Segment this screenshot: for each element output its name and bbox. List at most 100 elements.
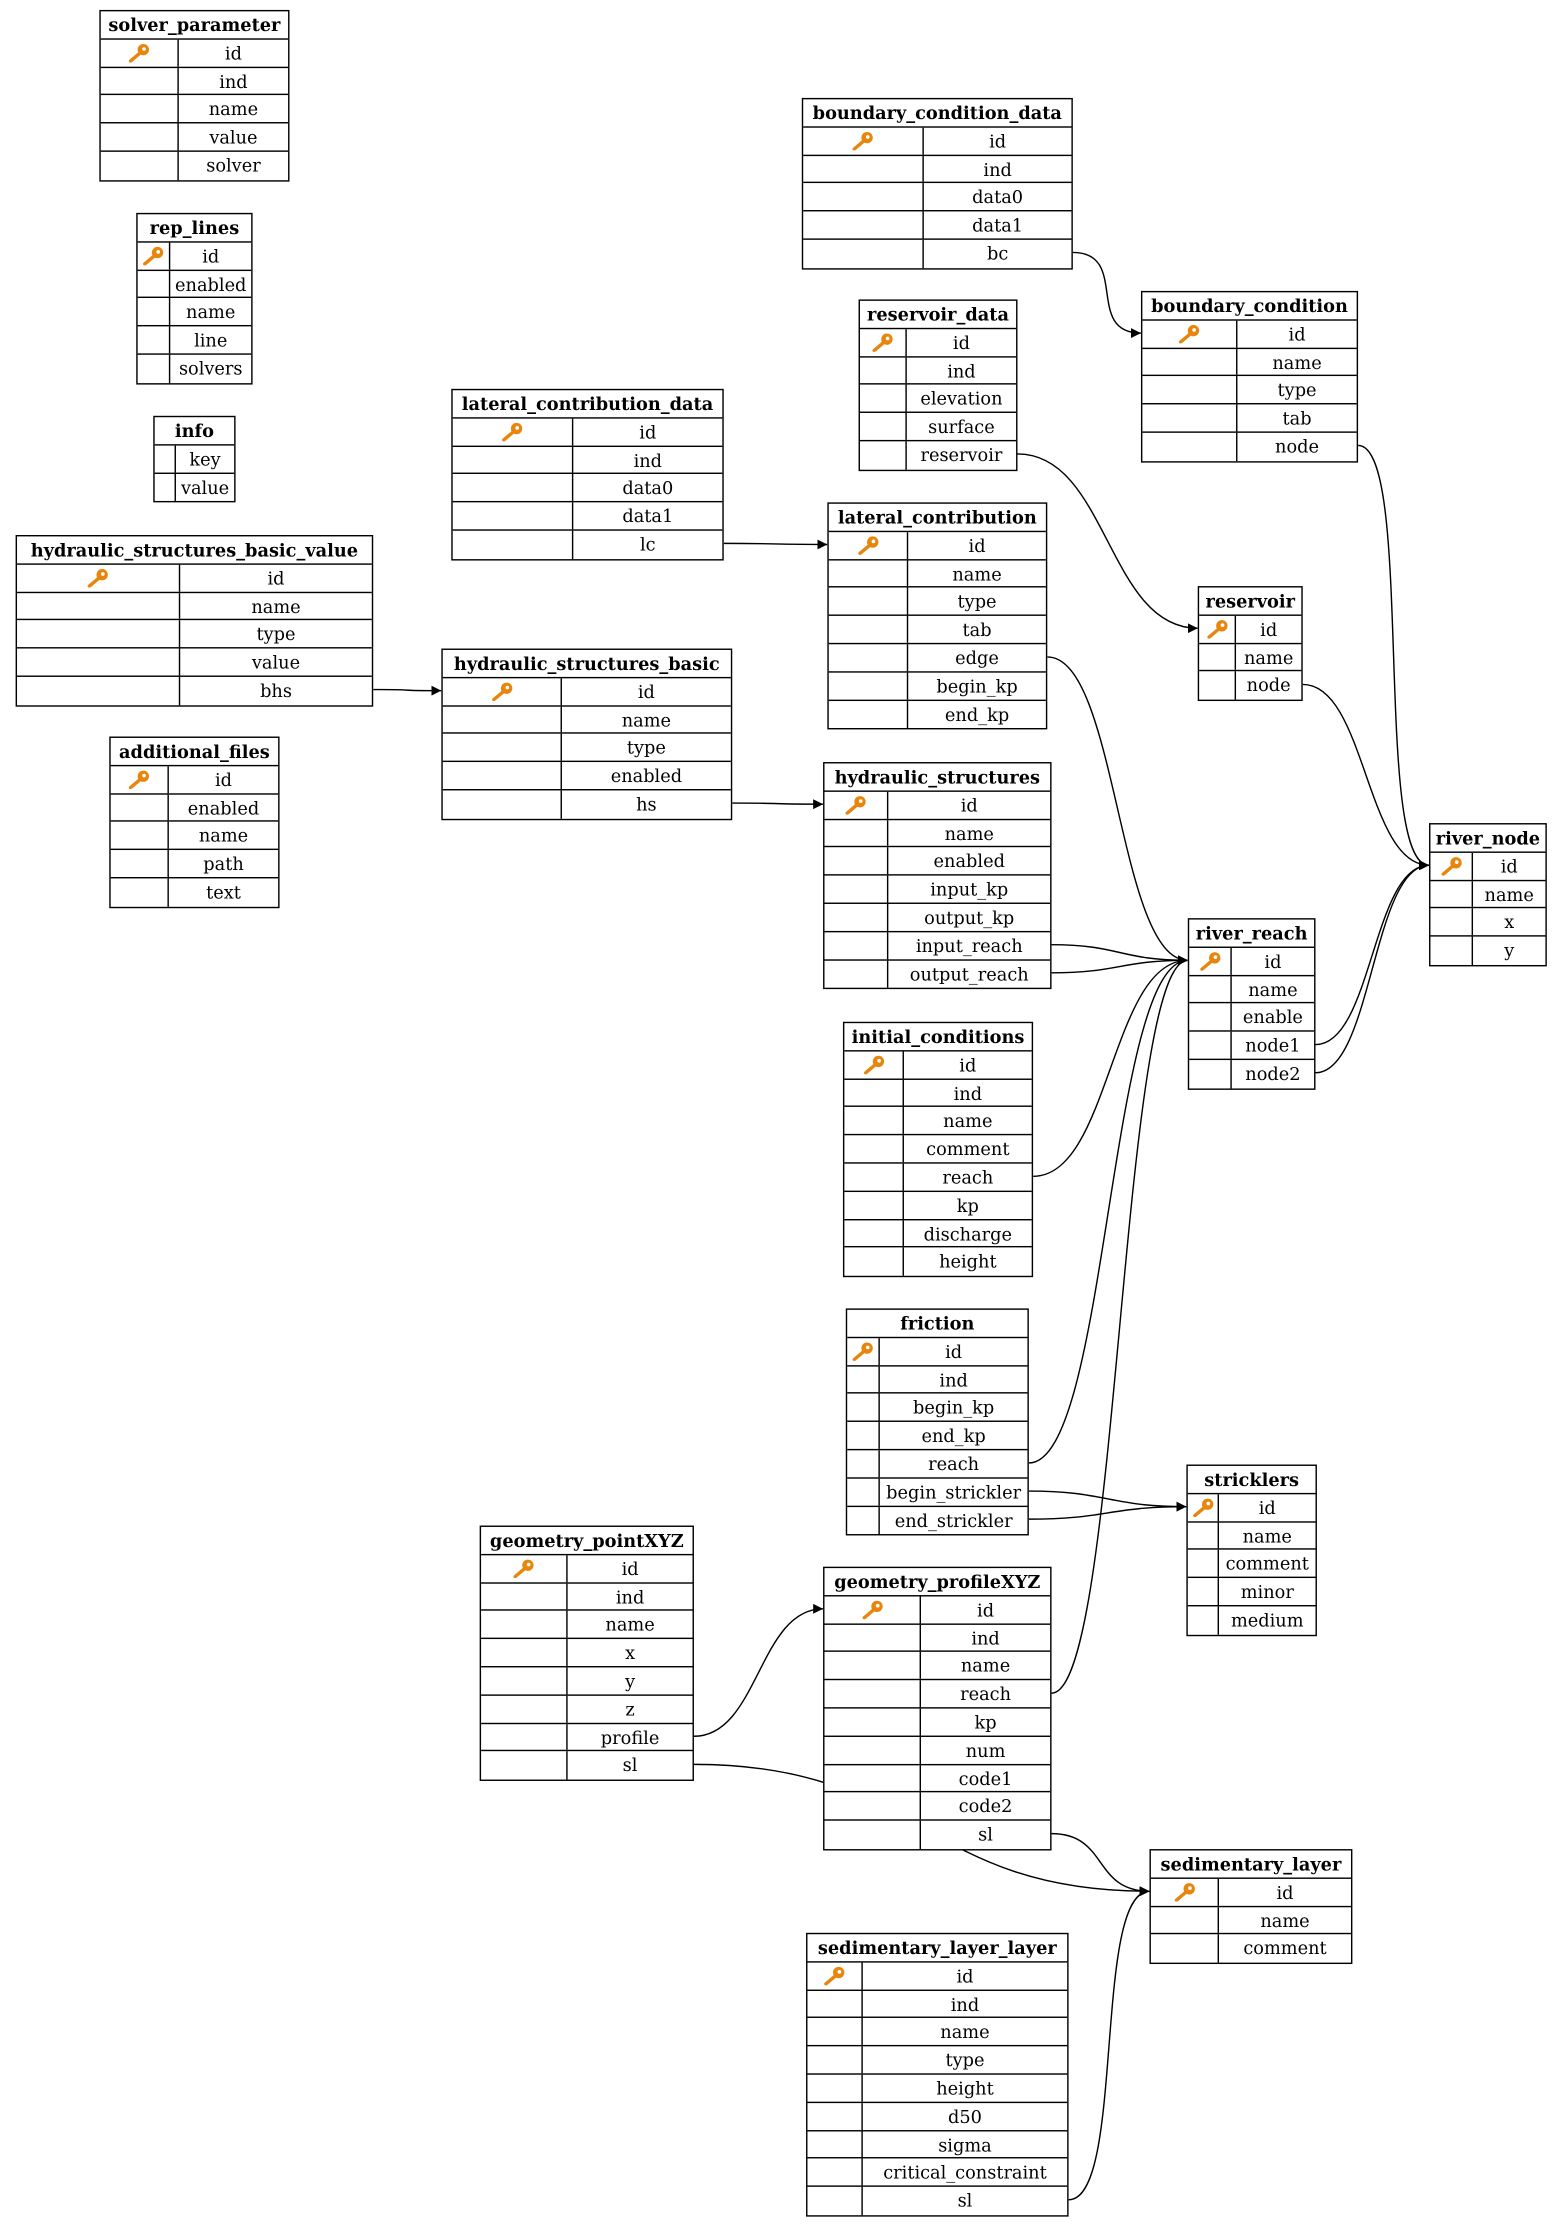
column-row: minor xyxy=(1187,1578,1316,1607)
column-row: node xyxy=(1142,432,1356,461)
column-name: ind xyxy=(950,1993,980,2015)
column-row: ind xyxy=(844,1079,1032,1108)
key-cell xyxy=(453,446,574,474)
table-title: stricklers xyxy=(1187,1466,1316,1495)
column-row: height xyxy=(807,2074,1068,2103)
key-cell xyxy=(443,734,562,761)
column-name: lc xyxy=(640,533,656,555)
table-boundary-condition: boundary_condition id name type tab node xyxy=(1140,290,1359,463)
key-cell xyxy=(17,620,181,648)
table-title: lateral_contribution_data xyxy=(452,390,723,419)
column-row: reservoir xyxy=(860,441,1016,470)
key-cell xyxy=(1188,1522,1220,1549)
key-cell xyxy=(481,1611,568,1638)
table-title: river_reach xyxy=(1189,920,1315,948)
key-cell xyxy=(829,559,909,587)
column-row: key xyxy=(154,445,235,474)
key-cell xyxy=(803,127,924,155)
key-cell xyxy=(1430,908,1474,936)
column-name: id xyxy=(952,331,970,354)
primary-key-icon xyxy=(142,246,165,266)
table-title: sedimentary_layer_layer xyxy=(807,1934,1068,1963)
key-cell xyxy=(803,183,924,211)
edge-reservoir-node-to-river_node xyxy=(1302,683,1430,871)
column-row: y xyxy=(481,1667,693,1696)
column-name: id xyxy=(1260,618,1278,640)
key-cell xyxy=(481,1667,568,1695)
column-row: sigma xyxy=(807,2130,1068,2159)
primary-key-icon xyxy=(1178,324,1201,344)
key-cell xyxy=(443,706,562,733)
column-row: type xyxy=(828,588,1046,617)
column-row: enable xyxy=(1189,1003,1315,1032)
table-title: additional_files xyxy=(110,738,279,767)
key-cell xyxy=(807,2102,863,2130)
key-cell xyxy=(860,385,907,412)
column-name: reach xyxy=(960,1683,1012,1705)
key-cell xyxy=(1142,348,1238,376)
key-cell xyxy=(101,151,179,180)
column-name: id xyxy=(960,794,978,816)
column-row: id xyxy=(1150,1878,1351,1907)
key-cell xyxy=(155,445,176,472)
key-cell xyxy=(860,328,907,356)
column-name: id xyxy=(637,680,655,703)
column-name: value xyxy=(251,651,301,673)
key-cell xyxy=(1151,1906,1220,1934)
column-name: data0 xyxy=(622,477,674,499)
table-title: reservoir xyxy=(1199,588,1302,616)
column-row: node xyxy=(1199,671,1301,700)
key-cell xyxy=(481,1555,568,1582)
primary-key-icon xyxy=(862,1055,885,1075)
key-cell xyxy=(1189,947,1232,975)
column-row: value xyxy=(100,123,289,152)
key-cell xyxy=(824,1596,921,1623)
column-row: medium xyxy=(1188,1606,1316,1635)
edge-friction-reach-to-river_reach xyxy=(1028,955,1188,1464)
column-name: id xyxy=(202,245,220,267)
primary-key-icon xyxy=(861,1600,884,1620)
column-name: ind xyxy=(983,158,1012,180)
key-cell xyxy=(101,123,179,151)
column-name: data1 xyxy=(972,214,1024,236)
column-row: name xyxy=(17,592,372,621)
primary-key-icon xyxy=(1206,619,1229,639)
column-name: z xyxy=(625,1698,635,1720)
key-cell xyxy=(1142,404,1238,432)
column-name: comment xyxy=(926,1138,1010,1160)
column-name: output_reach xyxy=(909,962,1029,985)
table-title: boundary_condition_data xyxy=(803,99,1072,128)
column-name: id xyxy=(945,1340,963,1363)
column-row: code1 xyxy=(824,1764,1051,1793)
column-row: id xyxy=(807,1962,1068,1991)
column-row: id xyxy=(824,791,1051,820)
table-title: hydraulic_structures_basic xyxy=(442,650,731,679)
column-row: name xyxy=(824,819,1051,848)
column-name: x xyxy=(1504,911,1515,933)
column-name: node xyxy=(1246,674,1291,696)
column-row: x xyxy=(481,1639,693,1668)
column-name: comment xyxy=(1225,1553,1309,1575)
column-name: value xyxy=(180,476,230,498)
edge-friction-begin_strickler-to-stricklers xyxy=(1028,1490,1187,1512)
edge-lateral_contribution_data-lc-to-lateral_contribution xyxy=(723,539,828,550)
table-geometry-pointxyz: geometry_pointXYZ id ind name x y z profile sl xyxy=(479,1525,694,1782)
table-stricklers: stricklers id name comment minor medium xyxy=(1186,1464,1317,1636)
key-cell xyxy=(844,1079,904,1107)
table-info: info key value xyxy=(153,415,236,503)
key-cell xyxy=(824,1764,921,1792)
column-name: bc xyxy=(986,242,1009,264)
column-row: name xyxy=(824,1652,1051,1681)
column-row: input_reach xyxy=(824,932,1051,961)
column-row: comment xyxy=(1151,1934,1351,1963)
column-row: enabled xyxy=(110,794,279,823)
key-cell xyxy=(824,932,889,959)
column-row: solver xyxy=(101,151,288,180)
key-cell xyxy=(847,1394,880,1421)
column-row: enabled xyxy=(442,762,731,791)
primary-key-icon xyxy=(871,332,894,353)
column-row: bhs xyxy=(17,676,372,705)
column-name: text xyxy=(206,881,241,903)
primary-key-icon xyxy=(1173,1882,1196,1902)
